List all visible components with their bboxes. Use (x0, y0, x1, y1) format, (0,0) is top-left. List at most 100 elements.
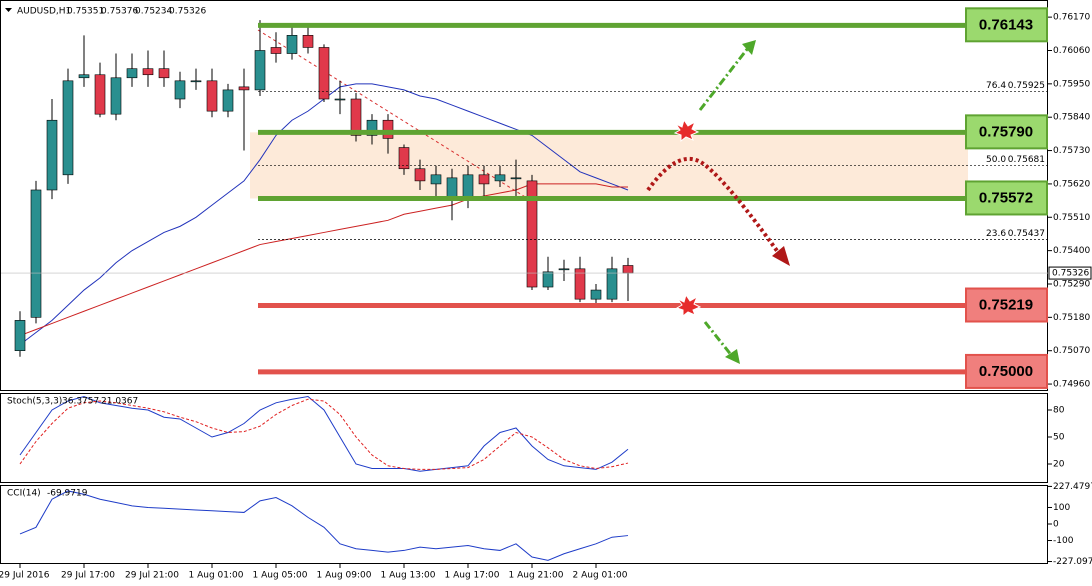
candle-body (382, 119, 394, 139)
candle-body (30, 189, 42, 318)
current-price-label: 0.75326 (1052, 269, 1089, 279)
candle-body (590, 289, 602, 300)
y-tick-label: 0.75290 (1053, 279, 1090, 289)
candle-body (62, 80, 74, 176)
indicator-line (19, 395, 629, 472)
candle-body (222, 89, 234, 112)
candle-body (318, 47, 330, 100)
candle-body (254, 50, 266, 91)
y-tick-label: 0.75400 (1053, 246, 1090, 256)
candle-body (46, 119, 58, 191)
y-tick-label: -227.0974 (1053, 557, 1092, 567)
level-label: 0.75790 (979, 123, 1033, 140)
cci-value: -69.9719 (47, 489, 88, 499)
fib-level: 50.0 (986, 155, 1006, 165)
candle-body (302, 35, 314, 48)
x-tick-label: 1 Aug 09:00 (317, 571, 372, 581)
candle-body (126, 68, 138, 79)
x-tick-label: 29 Jul 17:00 (61, 571, 115, 581)
y-tick-label: 0.75730 (1053, 146, 1090, 156)
x-tick-label: 1 Aug 13:00 (381, 571, 436, 581)
stoch-signal-value: 21.0367 (101, 397, 138, 407)
symbol-title: AUDUSD,H1 (17, 7, 71, 17)
ohlc-open: 0.75351 (67, 7, 104, 17)
candle-body (350, 98, 362, 136)
y-tick-label: 0.75840 (1053, 113, 1090, 123)
ohlc-close: 0.75326 (169, 7, 206, 17)
candle-body (14, 320, 26, 352)
y-tick-label: 0.75510 (1053, 213, 1090, 223)
level-label: 0.76143 (979, 16, 1033, 33)
y-tick-label: 0 (1053, 520, 1059, 530)
down-green-arrowhead (725, 349, 740, 364)
y-tick-label: 0.75070 (1053, 346, 1090, 356)
candle-body (558, 268, 570, 271)
x-tick-label: 29 Jul 21:00 (125, 571, 179, 581)
fib-price: 0.75437 (1008, 229, 1045, 239)
candle-body (430, 174, 442, 185)
ohlc-high: 0.75376 (101, 7, 138, 17)
x-tick-label: 1 Aug 05:00 (253, 571, 308, 581)
x-tick-label: 1 Aug 01:00 (189, 571, 244, 581)
down-curve-arrow (646, 156, 782, 257)
y-tick-label: 0.74960 (1053, 380, 1090, 390)
x-tick-label: 1 Aug 21:00 (509, 571, 564, 581)
y-tick-label: 20 (1053, 460, 1065, 470)
level-box (965, 7, 1048, 43)
x-tick-label: 29 Jul 2016 (0, 571, 50, 581)
candle-body (526, 180, 538, 288)
candle-body (142, 68, 154, 76)
down-arrow (703, 321, 734, 357)
y-tick-label: -100 (1053, 536, 1074, 546)
level-label: 0.75572 (979, 189, 1033, 206)
y-tick-label: 0.76170 (1053, 13, 1090, 23)
stoch-panel (0, 393, 1048, 483)
ohlc-low: 0.75234 (135, 7, 172, 17)
indicator-line (19, 398, 629, 470)
cci-panel (0, 485, 1048, 564)
candle-body (462, 174, 474, 200)
y-tick-label: 227.4797 (1053, 482, 1092, 492)
candle-body (446, 177, 458, 200)
y-tick-label: 0.75950 (1053, 79, 1090, 89)
candle-body (78, 74, 90, 79)
candle-body (270, 47, 282, 54)
level-label: 0.75000 (979, 363, 1033, 380)
menu-arrow (5, 8, 12, 12)
indicator-line (19, 183, 628, 337)
candle-body (478, 174, 490, 185)
candle-body (206, 80, 218, 112)
level-box (965, 287, 1048, 323)
candle-body (398, 147, 410, 170)
fib-price: 0.75681 (1008, 155, 1045, 165)
fib-level: 23.6 (986, 229, 1006, 239)
candle-body (494, 174, 506, 182)
fib-level: 76.4 (986, 81, 1006, 91)
candle-body (606, 268, 618, 300)
y-tick-label: 80 (1053, 406, 1065, 416)
level-label: 0.75219 (979, 296, 1033, 313)
breakout-star (675, 293, 702, 318)
y-tick-label: 0.75620 (1053, 179, 1090, 189)
y-tick-label: 0.75180 (1053, 313, 1090, 323)
stoch-main-value: 36.3757 (62, 397, 99, 407)
y-tick-label: 0.76060 (1053, 46, 1090, 56)
x-tick-label: 1 Aug 17:00 (445, 571, 500, 581)
indicator-line (19, 490, 629, 561)
cci-title: CCI(14) (7, 489, 41, 499)
current-price-tag (1048, 266, 1092, 280)
candle-body (158, 68, 170, 79)
candle-body (174, 80, 186, 100)
candle-body (366, 119, 378, 136)
up-arrowhead (742, 40, 756, 55)
candle-body (190, 80, 202, 83)
candle-body (574, 268, 586, 300)
down-arrowhead (772, 246, 790, 266)
candle-body (542, 271, 554, 288)
candle-body (94, 74, 106, 115)
stoch-title: Stoch(5,3,3) (7, 397, 62, 407)
y-tick-label: 50 (1053, 433, 1065, 443)
candle-body (510, 177, 522, 180)
level-box (965, 353, 1048, 389)
